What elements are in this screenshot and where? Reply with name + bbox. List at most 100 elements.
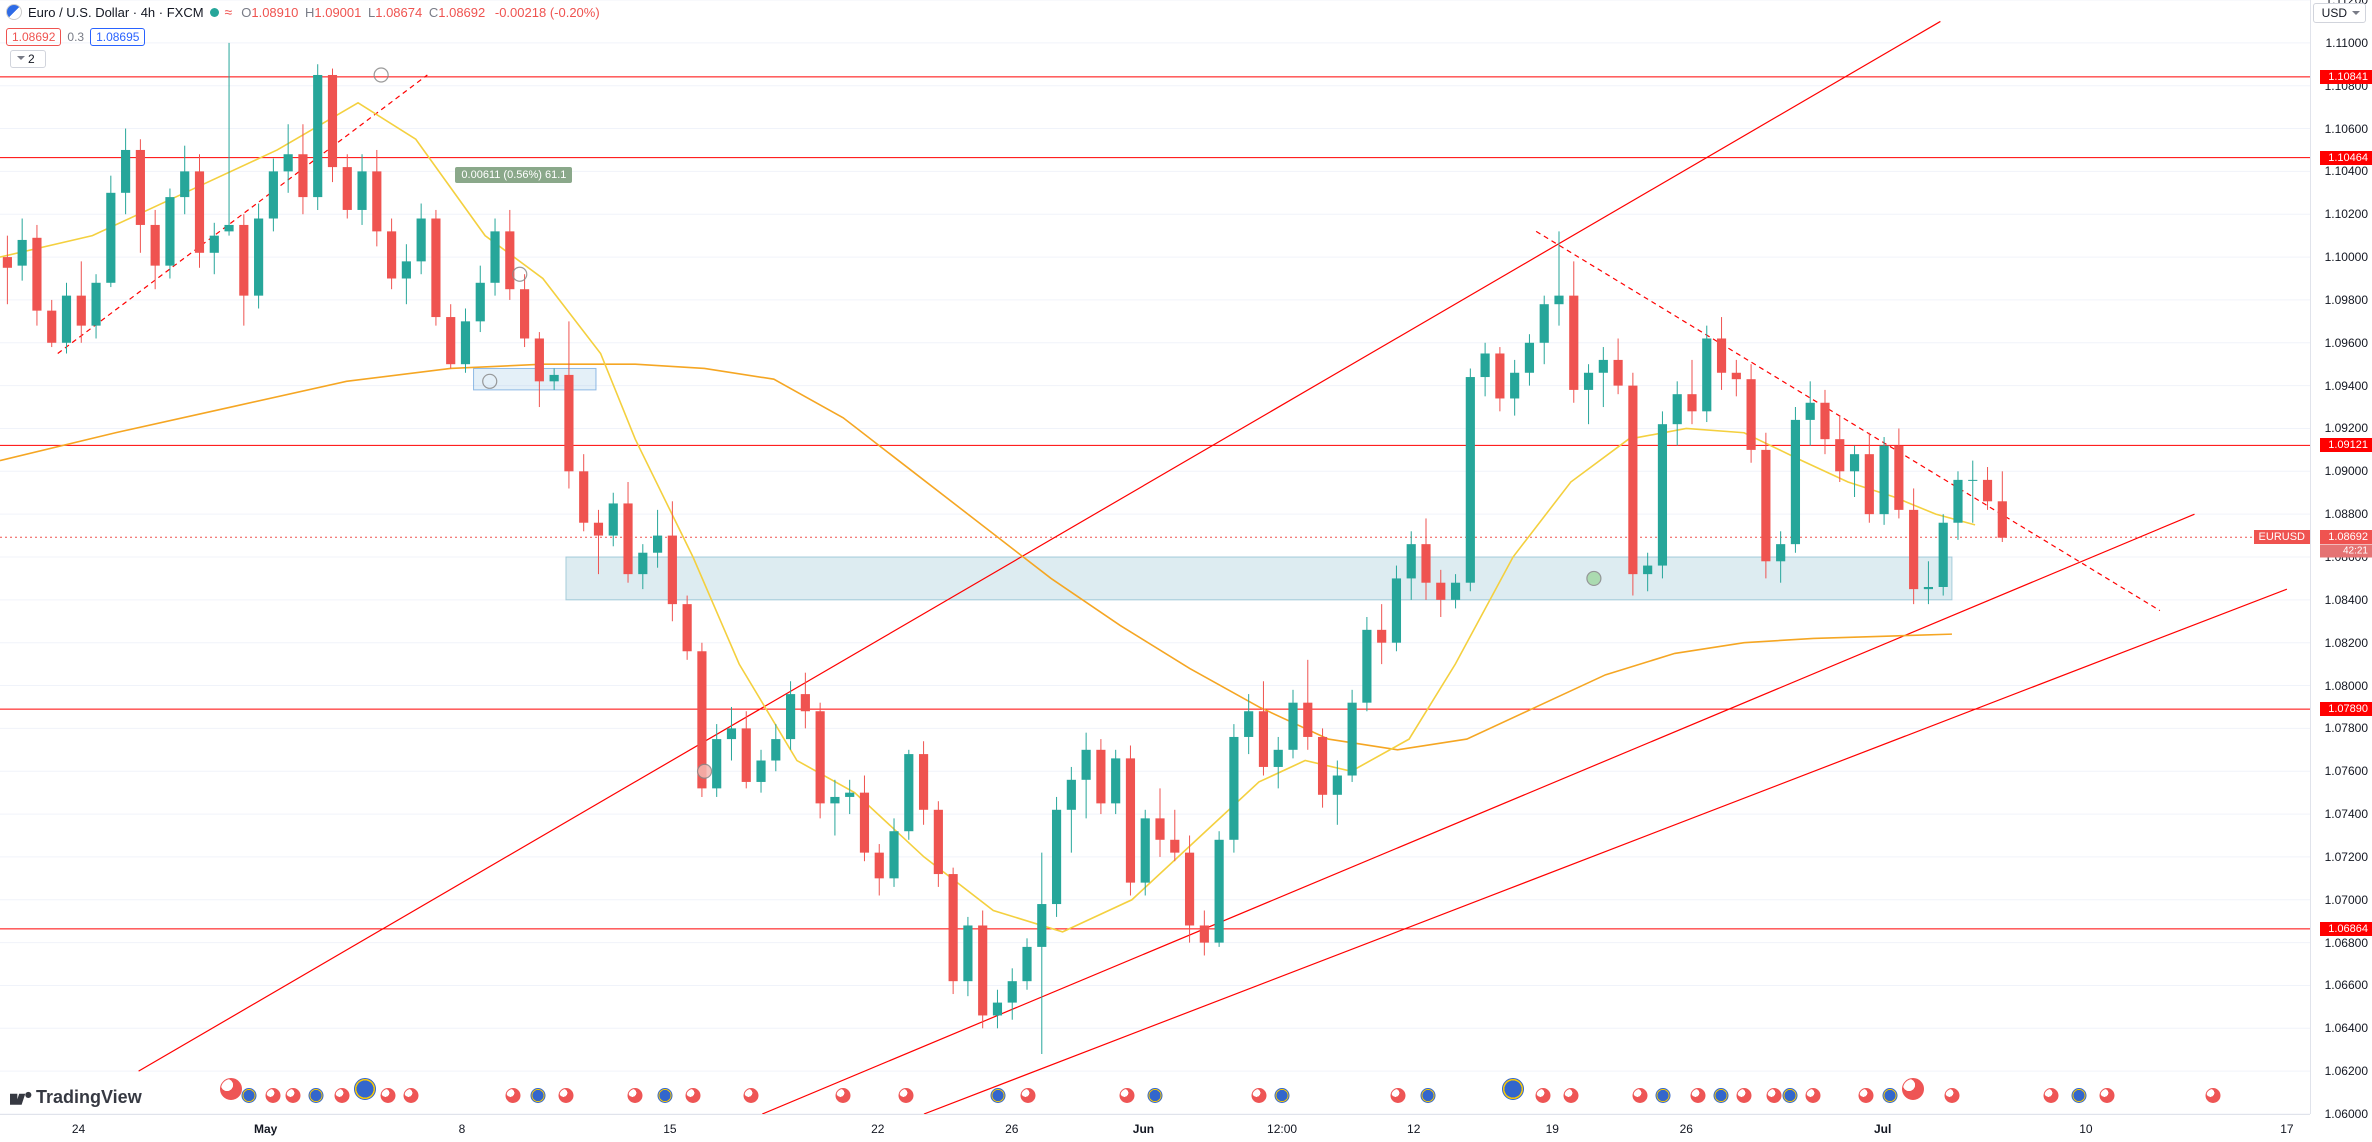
y-tick-label: 1.10000 — [2325, 250, 2368, 264]
x-tick-label: 24 — [72, 1122, 85, 1136]
us-flag-icon[interactable] — [381, 1088, 396, 1103]
y-tick-label: 1.08200 — [2325, 636, 2368, 650]
y-tick-label: 1.09600 — [2325, 336, 2368, 350]
y-tick-label: 1.06600 — [2325, 978, 2368, 992]
expand-indicators-button[interactable]: 2 — [10, 50, 46, 68]
us-flag-icon[interactable] — [2099, 1088, 2114, 1103]
us-flag-icon[interactable] — [686, 1088, 701, 1103]
x-tick-label: 19 — [1546, 1122, 1559, 1136]
bid-badge[interactable]: 1.08692 — [6, 28, 61, 46]
x-tick-label: Jul — [1874, 1122, 1891, 1136]
us-flag-icon[interactable] — [2044, 1088, 2059, 1103]
x-tick-label: 8 — [459, 1122, 466, 1136]
us-flag-icon[interactable] — [1536, 1088, 1551, 1103]
x-tick-label: May — [254, 1122, 277, 1136]
us-flag-icon[interactable] — [1859, 1088, 1874, 1103]
us-flag-icon[interactable] — [1251, 1088, 1266, 1103]
y-tick-label: 1.10200 — [2325, 207, 2368, 221]
us-flag-icon[interactable] — [1902, 1078, 1924, 1100]
tradingview-watermark[interactable]: TradingView — [10, 1087, 142, 1108]
spread-value: 0.3 — [67, 30, 84, 44]
currency-selector[interactable]: USD — [2313, 3, 2366, 23]
y-tick-label: 1.08400 — [2325, 593, 2368, 607]
chart-header: Euro / U.S. Dollar · 4h · FXCM ≈ O1.0891… — [0, 0, 2372, 24]
us-flag-icon[interactable] — [404, 1088, 419, 1103]
eu-flag-icon[interactable] — [1713, 1088, 1728, 1103]
x-tick-label: 15 — [663, 1122, 676, 1136]
ask-badge[interactable]: 1.08695 — [90, 28, 145, 46]
pair-tag: EURUSD — [2254, 530, 2310, 544]
y-tick-label: 1.06200 — [2325, 1064, 2368, 1078]
x-tick-label: 12 — [1407, 1122, 1420, 1136]
price-level-tag[interactable]: 1.09121 — [2320, 438, 2372, 452]
us-flag-icon[interactable] — [286, 1088, 301, 1103]
eu-flag-icon[interactable] — [1502, 1078, 1524, 1100]
us-flag-icon[interactable] — [743, 1088, 758, 1103]
us-flag-icon[interactable] — [1767, 1088, 1782, 1103]
us-flag-icon[interactable] — [1690, 1088, 1705, 1103]
us-flag-icon[interactable] — [1563, 1088, 1578, 1103]
chart-plot-area[interactable] — [0, 0, 2310, 1114]
us-flag-icon[interactable] — [1120, 1088, 1135, 1103]
us-flag-icon[interactable] — [1390, 1088, 1405, 1103]
symbol-title[interactable]: Euro / U.S. Dollar · 4h · FXCM — [28, 5, 204, 20]
eu-flag-icon[interactable] — [990, 1088, 1005, 1103]
eu-flag-icon[interactable] — [242, 1088, 257, 1103]
ohlc-block: O1.08910 H1.09001 L1.08674 C1.08692 -0.0… — [238, 5, 599, 20]
y-tick-label: 1.09400 — [2325, 379, 2368, 393]
y-tick-label: 1.06800 — [2325, 936, 2368, 950]
us-flag-icon[interactable] — [1806, 1088, 1821, 1103]
x-tick-label: 12:00 — [1267, 1122, 1297, 1136]
eu-flag-icon[interactable] — [1783, 1088, 1798, 1103]
eu-flag-icon[interactable] — [1275, 1088, 1290, 1103]
us-flag-icon[interactable] — [898, 1088, 913, 1103]
eu-flag-icon[interactable] — [1656, 1088, 1671, 1103]
bid-ask-row: 1.08692 0.3 1.08695 — [6, 28, 145, 46]
eu-flag-icon[interactable] — [1420, 1088, 1435, 1103]
us-flag-icon[interactable] — [1944, 1088, 1959, 1103]
us-flag-icon[interactable] — [265, 1088, 280, 1103]
y-tick-label: 1.09200 — [2325, 421, 2368, 435]
us-flag-icon[interactable] — [628, 1088, 643, 1103]
price-level-tag[interactable]: 1.10464 — [2320, 151, 2372, 165]
us-flag-icon[interactable] — [1020, 1088, 1035, 1103]
price-level-tag[interactable]: 1.07890 — [2320, 702, 2372, 716]
y-tick-label: 1.07800 — [2325, 721, 2368, 735]
symbol-icon — [6, 4, 22, 20]
us-flag-icon[interactable] — [220, 1078, 242, 1100]
eu-flag-icon[interactable] — [2072, 1088, 2087, 1103]
x-tick-label: 22 — [871, 1122, 884, 1136]
us-flag-icon[interactable] — [505, 1088, 520, 1103]
y-tick-label: 1.07200 — [2325, 850, 2368, 864]
us-flag-icon[interactable] — [558, 1088, 573, 1103]
x-axis[interactable]: 24May8152226Jun12:00121926Jul1017 — [0, 1114, 2310, 1142]
us-flag-icon[interactable] — [2205, 1088, 2220, 1103]
us-flag-icon[interactable] — [334, 1088, 349, 1103]
price-level-tag[interactable]: 1.10841 — [2320, 70, 2372, 84]
eu-flag-icon[interactable] — [658, 1088, 673, 1103]
x-tick-label: 26 — [1005, 1122, 1018, 1136]
x-tick-label: 17 — [2280, 1122, 2293, 1136]
us-flag-icon[interactable] — [1737, 1088, 1752, 1103]
y-tick-label: 1.08000 — [2325, 679, 2368, 693]
eu-flag-icon[interactable] — [1882, 1088, 1897, 1103]
us-flag-icon[interactable] — [1633, 1088, 1648, 1103]
eu-flag-icon[interactable] — [309, 1088, 324, 1103]
countdown-tag: 42:21 — [2320, 545, 2372, 558]
market-status-icon — [210, 8, 219, 17]
y-tick-label: 1.06000 — [2325, 1107, 2368, 1121]
y-tick-label: 1.10400 — [2325, 164, 2368, 178]
y-tick-label: 1.11000 — [2326, 36, 2369, 50]
y-tick-label: 1.07600 — [2325, 764, 2368, 778]
price-level-tag[interactable]: 1.06864 — [2320, 922, 2372, 936]
eu-flag-icon[interactable] — [1148, 1088, 1163, 1103]
eu-flag-icon[interactable] — [354, 1078, 376, 1100]
y-axis[interactable]: 1.060001.062001.064001.066001.068001.070… — [2310, 0, 2372, 1114]
eu-flag-icon[interactable] — [531, 1088, 546, 1103]
x-tick-label: 26 — [1680, 1122, 1693, 1136]
approx-icon: ≈ — [225, 4, 233, 20]
y-tick-label: 1.06400 — [2325, 1021, 2368, 1035]
current-price-tag: 1.08692 — [2320, 530, 2372, 544]
us-flag-icon[interactable] — [836, 1088, 851, 1103]
x-tick-label: 10 — [2079, 1122, 2092, 1136]
